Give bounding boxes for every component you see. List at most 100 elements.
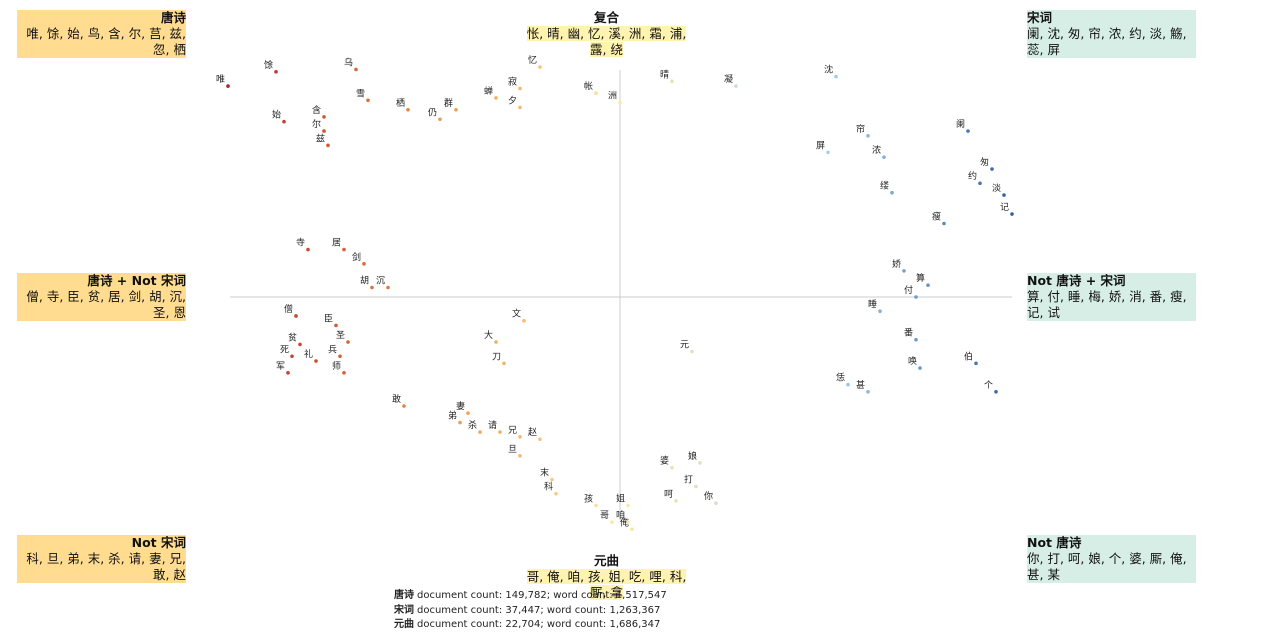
point-label: 恁 [836,372,845,384]
point [878,309,882,314]
point-label: 睡 [868,298,877,310]
point-label: 孩 [584,493,593,505]
point [298,342,302,347]
point [326,143,330,148]
point-label: 咱 [616,509,625,521]
point-label: 师 [332,360,341,372]
point [630,527,634,532]
point-label: 贫 [288,331,297,343]
point-label: 雪 [356,88,365,99]
point [966,129,970,133]
quadrant: Not 唐诗 + 宋词 算, 付, 睡, 梅, 娇, 消, 番, 瘦, 记, 试 [1027,273,1196,321]
point-label: 胡 [360,275,369,287]
point-label: 记 [1000,202,1009,213]
quadrant-terms: 怅, 晴, 幽, 忆, 溪, 洲, 霜, 浦, 露, 绕 [526,26,687,57]
point [322,115,326,119]
point-label: 呵 [664,489,673,500]
point-label: 弟 [448,410,457,422]
point-label: 蝉 [484,85,493,97]
point-label: 娇 [892,259,901,270]
point [610,520,614,524]
point-label: 臣 [324,313,333,324]
point [274,70,278,74]
point [698,461,702,465]
point [866,134,870,138]
point [670,465,674,470]
point [914,295,918,299]
quadrant: 唐诗 唯, 馀, 始, 鸟, 含, 尔, 莒, 兹, 忽, 栖 [17,10,186,58]
point-label: 伯 [964,350,973,362]
point-label: 寺 [296,238,305,249]
point-label: 凝 [724,74,733,85]
point [846,382,850,387]
point-label: 仍 [428,106,437,118]
point-label: 算 [916,272,925,284]
stats: 唐诗 document count: 149,782; word count: 1… [394,589,667,633]
point [518,105,522,110]
point-label: 兵 [328,343,337,355]
point [282,119,286,124]
point-label: 晴 [660,68,669,80]
point [674,499,678,503]
point-label: 姐 [616,493,625,505]
point [974,361,978,366]
point [518,435,522,439]
point [466,411,470,415]
quadrant-title: Not 宋词 [131,535,186,550]
point-label: 帐 [584,80,593,92]
point [370,285,374,290]
point-label: 妻 [456,400,465,412]
point-label: 洲 [608,91,617,102]
point-label: 尔 [312,118,321,130]
stat-name: 宋词 [394,604,414,616]
point-label: 淡 [992,183,1001,194]
point-label: 科 [544,481,553,493]
point-label: 杀 [468,419,477,431]
point [690,349,694,354]
point-label: 赵 [528,426,537,438]
point-label: 唤 [908,355,917,367]
point [290,354,294,359]
stat-name: 元曲 [394,619,414,630]
point [942,221,946,226]
point-label: 馀 [264,59,273,71]
point [902,269,906,273]
point-label: 寂 [508,75,517,87]
point [714,501,718,505]
point-label: 甚 [856,380,865,391]
point-label: 末 [540,466,549,478]
point-label: 乌 [344,56,353,68]
point [866,390,870,394]
point-label: 栖 [396,97,405,109]
point [994,390,998,394]
quadrant-title: 复合 [593,10,619,25]
point-label: 帘 [856,123,865,135]
quadrant-title: 唐诗 [160,10,186,25]
point-label: 打 [684,474,693,486]
point [626,503,630,508]
stat-text: document count: 37,447; word count: 1,26… [417,604,661,616]
point [362,262,366,266]
point-label: 剑 [352,251,361,263]
quadrant-terms: 僧, 寺, 臣, 贫, 居, 剑, 胡, 沉, 圣, 恩 [26,289,186,320]
point-label: 兹 [316,132,325,144]
point-label: 死 [280,344,289,355]
point-label: 僧 [284,303,293,315]
point-label: 匆 [980,156,989,168]
point [1002,193,1006,197]
point-label: 阑 [956,118,965,130]
point [226,84,230,88]
point-label: 浓 [872,145,881,156]
point [458,420,462,425]
point [734,84,738,88]
point-label: 请 [488,419,497,431]
point-label: 番 [904,327,913,339]
stat-line: 宋词 document count: 37,447; word count: 1,… [394,604,667,619]
point [494,340,498,344]
point-label: 娘 [688,450,697,462]
point-label: 唯 [216,74,225,85]
point-label: 俺 [620,516,629,528]
quadrant: Not 唐诗 你, 打, 呵, 娘, 个, 婆, 厮, 俺, 甚, 某 [1027,535,1196,583]
point-label: 缕 [880,180,889,192]
